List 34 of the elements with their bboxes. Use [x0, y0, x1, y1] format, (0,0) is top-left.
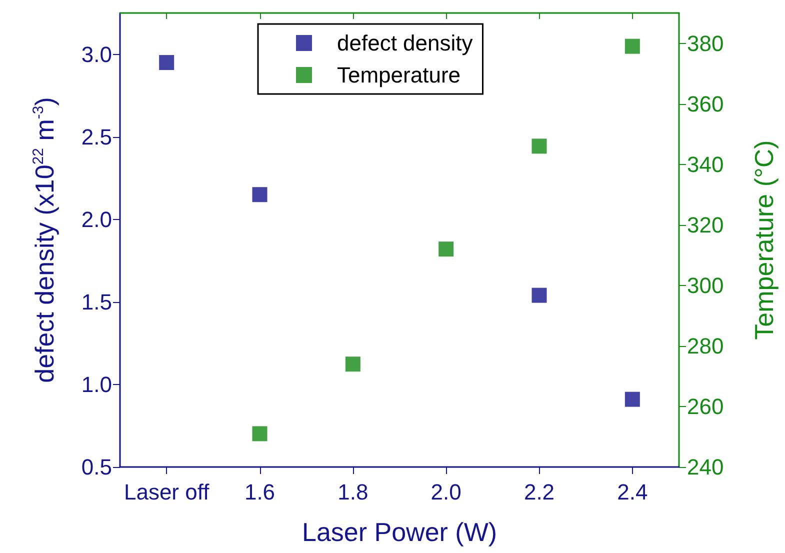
x-tick-label: 2.4 [617, 480, 648, 504]
y-tick-label: 0.5 [81, 454, 112, 480]
y-tick-label: 1.0 [81, 372, 112, 397]
x-tick-label: 1.6 [244, 480, 276, 504]
point [252, 187, 268, 202]
x-tick-label: 1.8 [338, 480, 368, 504]
legend-label: defect density [337, 30, 473, 56]
point [624, 392, 640, 407]
y2-tick-label: 320 [687, 212, 724, 238]
y-tick-label: 1.5 [81, 289, 112, 314]
x-tick-label: 2.0 [430, 480, 462, 504]
x-tick-label: Laser off [124, 480, 210, 504]
y2-tick-label: 340 [687, 152, 724, 177]
point [532, 288, 547, 303]
y2-tick-label: 240 [687, 454, 724, 480]
point [159, 55, 174, 70]
y-tick-label: 3.0 [81, 42, 112, 67]
y2-tick-label: 380 [687, 30, 724, 56]
point [252, 426, 268, 442]
y2-axis-title: Temperature (°C) [749, 140, 779, 340]
legend-label: Temperature [337, 62, 461, 88]
y-tick-label: 2.0 [81, 206, 112, 232]
y-tick-label: 2.5 [81, 124, 112, 150]
point [438, 242, 454, 257]
y2-tick-label: 300 [687, 272, 724, 298]
y2-tick-label: 360 [687, 91, 724, 116]
point [624, 38, 640, 54]
point [532, 138, 547, 154]
y-axis-title: defect density (x1022 m-3) [30, 97, 60, 383]
point [345, 356, 360, 372]
y2-tick-label: 280 [687, 333, 724, 358]
x-axis-title: Laser Power (W) [302, 517, 498, 547]
y2-tick-label: 260 [687, 394, 724, 419]
x-tick-label: 2.2 [524, 480, 555, 504]
